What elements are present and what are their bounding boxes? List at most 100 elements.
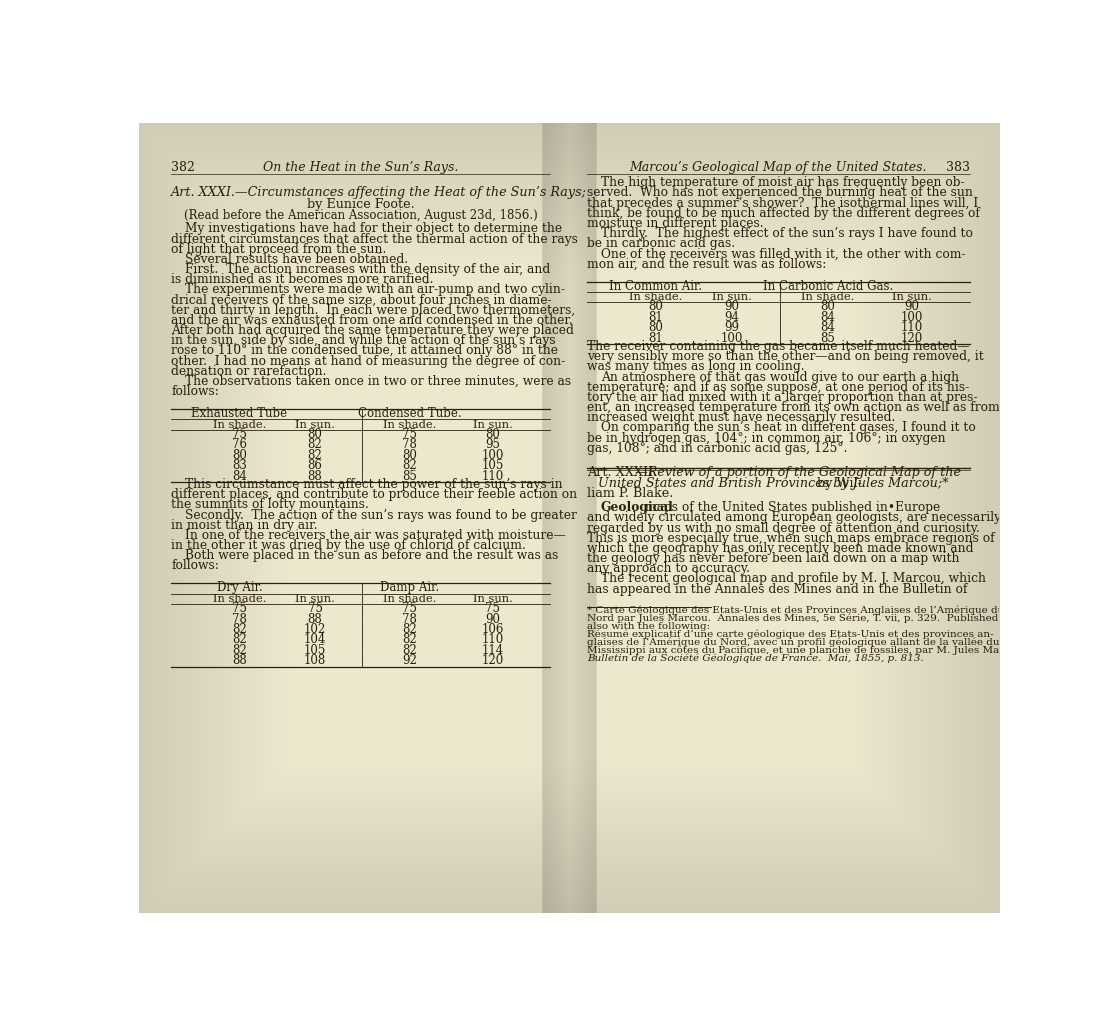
Text: Bulletin de la Société Géologique de France.  Mai, 1855, p. 813.: Bulletin de la Société Géologique de Fra… [587, 654, 924, 663]
Text: Nord par Jules Marcou.  Annales des Mines, 5e Série, T. vii, p. 329.  Published: Nord par Jules Marcou. Annales des Mines… [587, 614, 998, 623]
Text: Damp Air.: Damp Air. [380, 582, 440, 594]
Text: 94: 94 [725, 311, 739, 324]
Text: Art. XXXII.: Art. XXXII. [587, 466, 657, 479]
Text: that precedes a summer’s shower?  The isothermal lines will, I: that precedes a summer’s shower? The iso… [587, 197, 978, 209]
Text: In Common Air.: In Common Air. [609, 280, 703, 292]
Text: follows:: follows: [171, 559, 219, 573]
Text: 90: 90 [485, 613, 501, 626]
Text: be in hydrogen gas, 104°; in common air, 106°; in oxygen: be in hydrogen gas, 104°; in common air,… [587, 432, 946, 444]
Text: 75: 75 [402, 602, 417, 616]
Text: Art. XXXI.—Circumstances affecting the Heat of the Sun’s Rays;: Art. XXXI.—Circumstances affecting the H… [171, 187, 587, 199]
Text: 105: 105 [304, 643, 326, 657]
Text: In shade.: In shade. [629, 292, 683, 302]
Text: ter and thirty in length.  In each were placed two thermometers,: ter and thirty in length. In each were p… [171, 304, 576, 317]
Text: 82: 82 [307, 438, 322, 451]
Text: moisture in different places.: moisture in different places. [587, 216, 764, 230]
Text: 82: 82 [402, 643, 417, 657]
Text: 80: 80 [648, 321, 663, 334]
Text: rose to 110° in the condensed tube, it attained only 88° in the: rose to 110° in the condensed tube, it a… [171, 345, 558, 357]
Text: maps of the United States published in•Europe: maps of the United States published in•E… [640, 501, 940, 514]
Text: and the air was exhausted from one and condensed in the other.: and the air was exhausted from one and c… [171, 314, 573, 327]
Text: 90: 90 [905, 301, 919, 314]
Text: different circumstances that affect the thermal action of the rays: different circumstances that affect the … [171, 233, 578, 245]
Text: 104: 104 [304, 633, 326, 646]
Text: In sun.: In sun. [295, 594, 335, 604]
Text: has appeared in the Annales des Mines and in the Bulletin of: has appeared in the Annales des Mines an… [587, 583, 967, 595]
Text: The experiments were made with an air-pump and two cylin-: The experiments were made with an air-pu… [185, 283, 565, 297]
Text: 100: 100 [722, 331, 744, 345]
Text: 120: 120 [482, 655, 504, 667]
Text: is diminished as it becomes more rarified.: is diminished as it becomes more rarifie… [171, 273, 434, 286]
Text: very sensibly more so than the other—and on being removed, it: very sensibly more so than the other—and… [587, 350, 983, 363]
Text: In shade.: In shade. [213, 594, 266, 604]
Text: 100: 100 [482, 448, 504, 462]
Text: 83: 83 [232, 460, 246, 472]
Text: 75: 75 [485, 602, 501, 616]
Text: in the sun, side by side, and while the action of the sun’s rays: in the sun, side by side, and while the … [171, 334, 556, 347]
Text: 75: 75 [232, 428, 246, 441]
Text: In Carbonic Acid Gas.: In Carbonic Acid Gas. [763, 280, 894, 292]
Text: 88: 88 [307, 613, 322, 626]
Text: 85: 85 [402, 470, 417, 482]
Text: 95: 95 [485, 438, 501, 451]
Text: In sun.: In sun. [713, 292, 753, 302]
Text: 84: 84 [232, 470, 246, 482]
Text: be in carbonic acid gas.: be in carbonic acid gas. [587, 237, 735, 250]
Text: 84: 84 [820, 321, 836, 334]
Text: which the geography has only recently been made known and: which the geography has only recently be… [587, 542, 973, 555]
Text: temperature; and if as some suppose, at one period of its his-: temperature; and if as some suppose, at … [587, 381, 969, 394]
Text: 82: 82 [232, 643, 246, 657]
Text: in the other it was dried by the use of chlorid of calcium.: in the other it was dried by the use of … [171, 539, 526, 552]
Text: 110: 110 [482, 633, 504, 646]
Text: On comparing the sun’s heat in different gases, I found it to: On comparing the sun’s heat in different… [601, 422, 976, 434]
Text: 92: 92 [402, 655, 417, 667]
Text: Several results have been obtained.: Several results have been obtained. [185, 253, 408, 266]
Text: 81: 81 [648, 311, 663, 324]
Text: 114: 114 [482, 643, 504, 657]
Text: increased weight must have necessarily resulted.: increased weight must have necessarily r… [587, 411, 895, 425]
Text: 80: 80 [485, 428, 501, 441]
Text: One of the receivers was filled with it, the other with com-: One of the receivers was filled with it,… [601, 247, 966, 261]
Text: the summits of lofty mountains.: the summits of lofty mountains. [171, 499, 370, 511]
Text: The high temperature of moist air has frequently been ob-: The high temperature of moist air has fr… [601, 176, 965, 189]
Text: 88: 88 [232, 655, 246, 667]
Text: 108: 108 [304, 655, 326, 667]
Text: 105: 105 [482, 460, 504, 472]
Text: 82: 82 [232, 633, 246, 646]
Text: liam P. Blake.: liam P. Blake. [587, 487, 673, 501]
Text: 82: 82 [402, 460, 417, 472]
Text: served.  Who has not experienced the burning heat of the sun: served. Who has not experienced the burn… [587, 187, 972, 199]
Text: This is more especially true, when such maps embrace regions of: This is more especially true, when such … [587, 531, 995, 545]
Text: In sun.: In sun. [473, 420, 513, 430]
Text: follows:: follows: [171, 385, 219, 398]
Text: 76: 76 [232, 438, 246, 451]
Text: After both had acquired the same temperature they were placed: After both had acquired the same tempera… [171, 324, 574, 338]
Text: Both were placed in the sun as before and the result was as: Both were placed in the sun as before an… [185, 549, 558, 562]
Text: 383: 383 [946, 161, 969, 173]
Text: On the Heat in the Sun’s Rays.: On the Heat in the Sun’s Rays. [263, 161, 458, 173]
Text: 100: 100 [901, 311, 924, 324]
Text: the geology has never before been laid down on a map with: the geology has never before been laid d… [587, 552, 959, 565]
Text: 80: 80 [402, 448, 417, 462]
Text: 75: 75 [232, 602, 246, 616]
Text: In sun.: In sun. [473, 594, 513, 604]
Text: 90: 90 [725, 301, 739, 314]
Text: and widely circulated among European geologists, are necessarily: and widely circulated among European geo… [587, 511, 1001, 524]
Text: In shade.: In shade. [383, 594, 436, 604]
Text: The receiver containing the gas became itself much heated—: The receiver containing the gas became i… [587, 340, 969, 353]
Text: 81: 81 [648, 331, 663, 345]
Text: 110: 110 [482, 470, 504, 482]
Text: 99: 99 [725, 321, 739, 334]
Text: 86: 86 [307, 460, 322, 472]
Text: 80: 80 [820, 301, 836, 314]
Text: 82: 82 [402, 623, 417, 636]
Text: In shade.: In shade. [213, 420, 266, 430]
Text: 80: 80 [648, 301, 663, 314]
Text: In shade.: In shade. [801, 292, 855, 302]
Text: My investigations have had for their object to determine the: My investigations have had for their obj… [185, 223, 563, 235]
Text: 75: 75 [402, 428, 417, 441]
Text: 82: 82 [232, 623, 246, 636]
Text: ent, an increased temperature from its own action as well as from: ent, an increased temperature from its o… [587, 401, 999, 415]
Text: 84: 84 [820, 311, 836, 324]
Text: 85: 85 [820, 331, 836, 345]
